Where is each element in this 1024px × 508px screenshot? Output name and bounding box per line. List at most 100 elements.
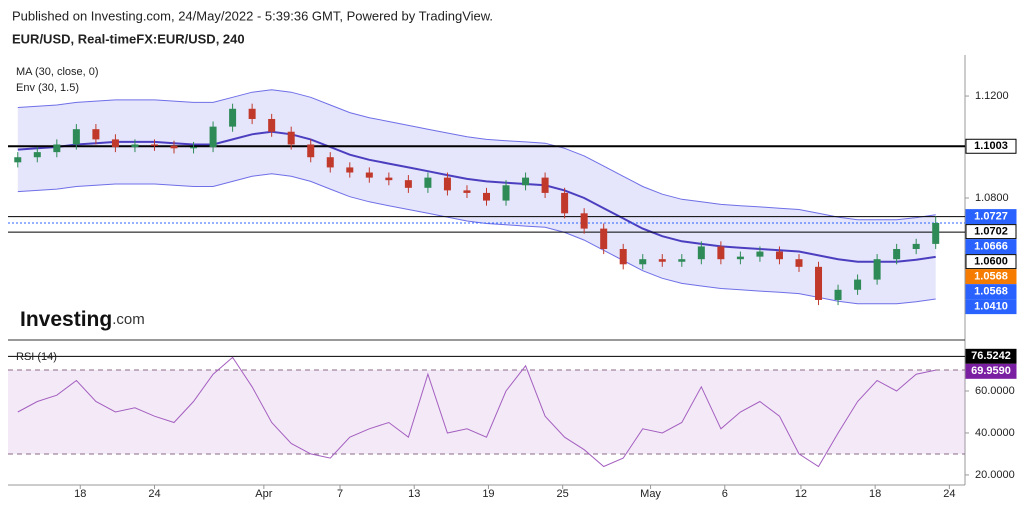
price-tag-label: 1.0727 [974,211,1008,223]
candle-body [385,177,393,181]
published-note: Published on Investing.com, 24/May/2022 … [12,8,493,23]
logo-suffix: .com [112,311,145,328]
x-tick-label: 19 [482,488,494,500]
candle-body [834,289,842,300]
candle-body [756,251,764,257]
candle-body [131,144,139,148]
envelope-fill [17,89,936,304]
x-tick-label: May [640,488,661,500]
candle-body [111,139,119,148]
x-tick-label: 12 [795,488,807,500]
rsi-title: RSI (14) [16,351,57,363]
candle-body [170,145,178,149]
candle-body [893,248,901,260]
y-tick-label: 1.0800 [975,192,1009,204]
candle-body [209,126,217,148]
price-tag [965,209,1017,225]
price-tag-label: 1.0568 [974,271,1008,283]
price-tag [965,299,1017,315]
candle-body [854,279,862,290]
envelope-upper [17,89,936,221]
candle-body [483,192,490,201]
price-tag-label: 1.0410 [974,301,1008,313]
candle-body [326,157,334,168]
rsi-line [17,356,936,468]
candle-body [14,157,22,163]
ma-line [17,130,936,263]
price-tag [965,348,1017,364]
x-tick-label: 6 [722,488,728,500]
price-tag-label: 1.0702 [974,226,1008,238]
x-tick-label: 24 [943,488,955,500]
candle-body [717,246,725,260]
price-tag-label: 1.0666 [974,241,1008,253]
candle-body [815,266,823,300]
price-tag [965,254,1017,270]
candle-body [658,259,666,262]
x-tick-label: 18 [74,488,86,500]
legend-ma: MA (30, close, 0) [16,66,99,78]
candle-body [541,177,549,193]
x-tick-label: 13 [408,488,420,500]
candle-body [287,131,295,145]
candle-body [150,144,158,146]
candle-body [580,213,588,229]
price-tag [965,138,1017,154]
y-tick-label: 40.0000 [975,427,1015,439]
candle-body [248,108,256,119]
y-tick-label: 20.0000 [975,469,1015,481]
plot: 1.1200 1.0800 1.1003 1.0727 1.0702 1.0666 1.06… [8,89,1017,500]
candle-body [736,256,744,260]
candle-body [307,144,315,158]
x-tick-label: 18 [869,488,881,500]
candle-body [33,152,41,158]
candle-body [912,243,920,249]
legend-env: Env (30, 1.5) [16,82,79,94]
candle-body [229,108,237,127]
candle-body [600,228,608,249]
y-tick-label: 60.0000 [975,385,1015,397]
candle-body [502,185,510,201]
candle-body [561,192,569,214]
price-tag-label: 1.0568 [974,286,1008,298]
price-tag [965,269,1017,285]
x-tick-label: 7 [337,488,343,500]
candle-body [190,147,198,149]
x-tick-label: 24 [148,488,160,500]
price-tag [965,239,1017,255]
symbol-title: EUR/USD, Real-timeFX:EUR/USD, 240 [12,31,245,46]
price-tag [965,363,1017,379]
price-tag-label: 76.5242 [971,350,1011,362]
candle-body [619,248,627,265]
price-tag-label: 1.0600 [974,256,1008,268]
price-tag [965,224,1017,240]
candle-body [775,251,783,260]
candle-body [678,259,686,262]
logo: Investing.com [20,308,145,331]
candle-body [697,246,705,260]
price-tag-label: 1.1003 [974,140,1008,152]
candle-body [522,177,530,186]
candle-body [873,259,881,280]
candle-body [346,167,354,173]
logo-main: Investing [20,308,112,331]
x-tick-label: 25 [557,488,569,500]
rsi-band-fill [8,370,965,454]
candle-body [443,177,451,191]
candle-body [72,129,80,145]
candle-body [404,180,412,188]
candle-body [932,222,940,244]
candle-body [639,259,647,265]
candle-body [463,190,471,193]
candle-body [795,259,803,267]
candle-body [53,144,61,153]
y-tick-label: 1.1200 [975,90,1009,102]
x-tick-label: Apr [255,488,272,500]
candle-body [268,118,276,132]
price-tag-label: 69.9590 [971,365,1011,377]
candle-body [365,172,373,178]
envelope-lower [17,173,936,305]
candle-body [424,177,432,188]
